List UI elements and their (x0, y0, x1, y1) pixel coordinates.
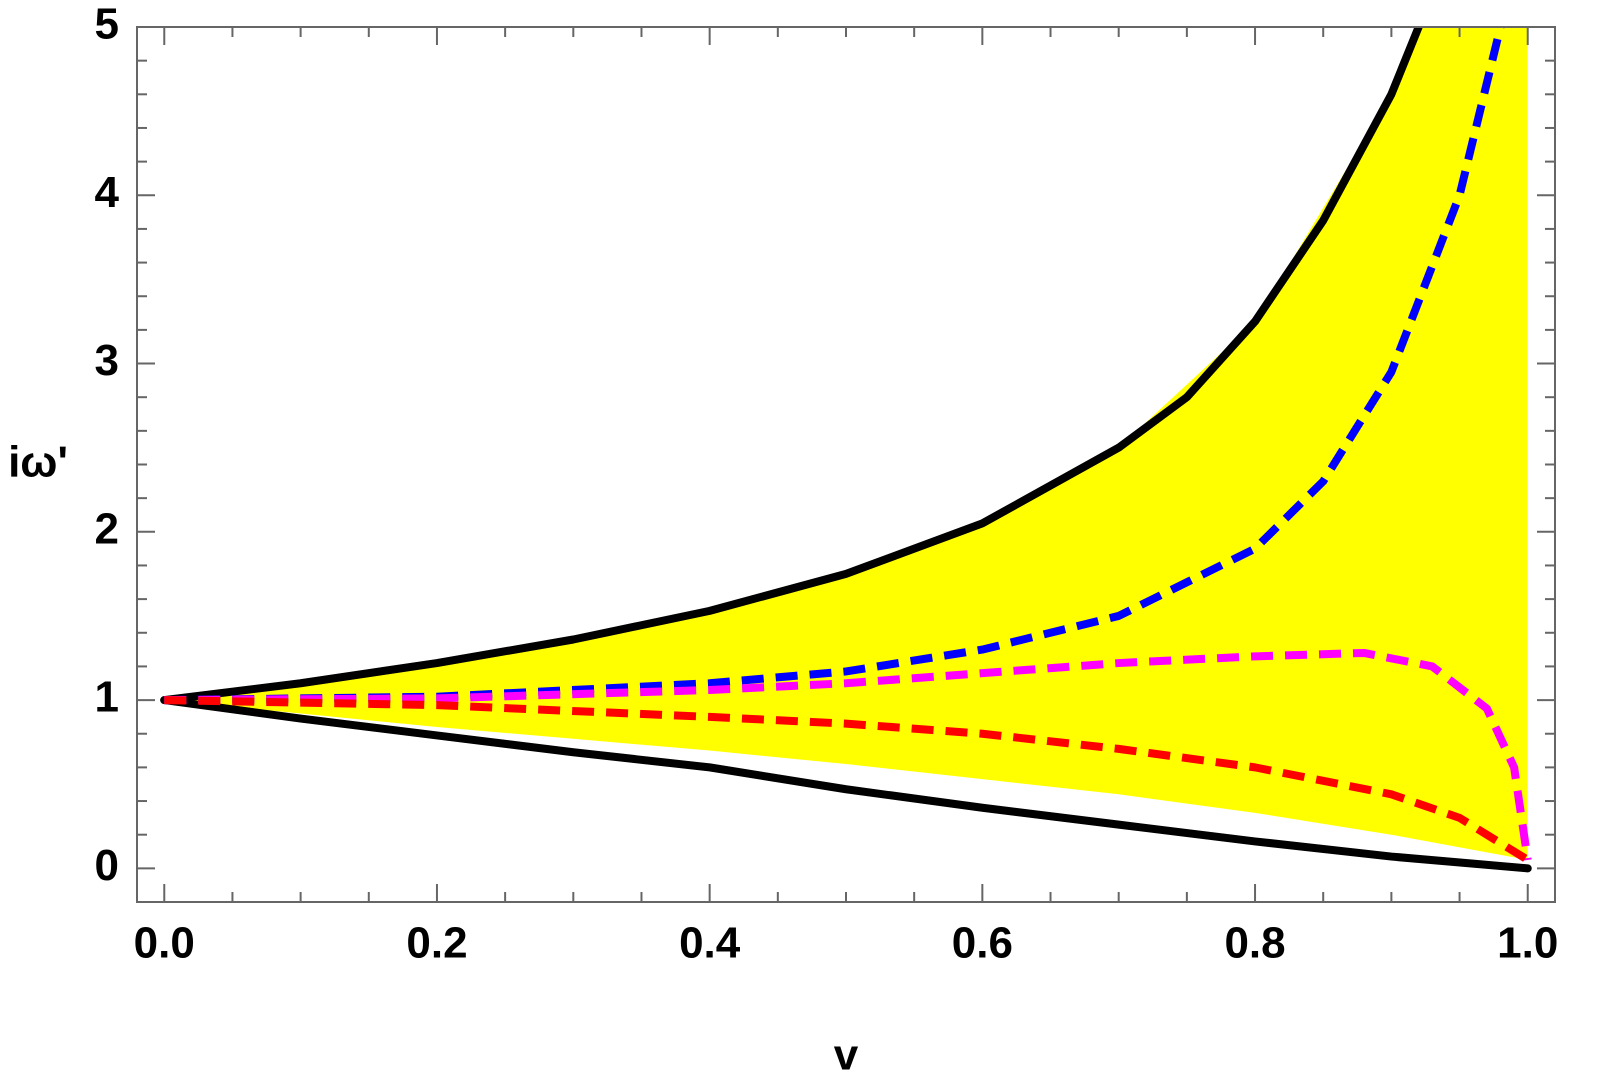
x-tick-label: 0.8 (1224, 919, 1285, 968)
y-tick-label: 4 (95, 168, 120, 217)
y-tick-label: 0 (95, 841, 119, 890)
x-tick-label: 0.0 (134, 919, 195, 968)
series-line (164, 696, 1530, 864)
x-tick-label: 1.0 (1497, 919, 1558, 968)
x-tick-label: 0.4 (679, 919, 741, 968)
x-tick-label: 0.6 (952, 919, 1013, 968)
x-tick-label: 0.2 (406, 919, 467, 968)
y-tick-label: 2 (95, 504, 119, 553)
y-axis-label: iω' (8, 438, 68, 487)
series-line (164, 27, 1505, 705)
y-tick-label: 1 (95, 673, 119, 722)
y-tick-label: 5 (95, 0, 119, 49)
series-line (164, 648, 1532, 861)
band (164, 27, 1528, 860)
x-axis-label: v (834, 1031, 859, 1076)
y-tick-label: 3 (95, 336, 119, 385)
series-line (160, 27, 1423, 705)
series-line (160, 696, 1532, 873)
plot-area (160, 27, 1532, 873)
